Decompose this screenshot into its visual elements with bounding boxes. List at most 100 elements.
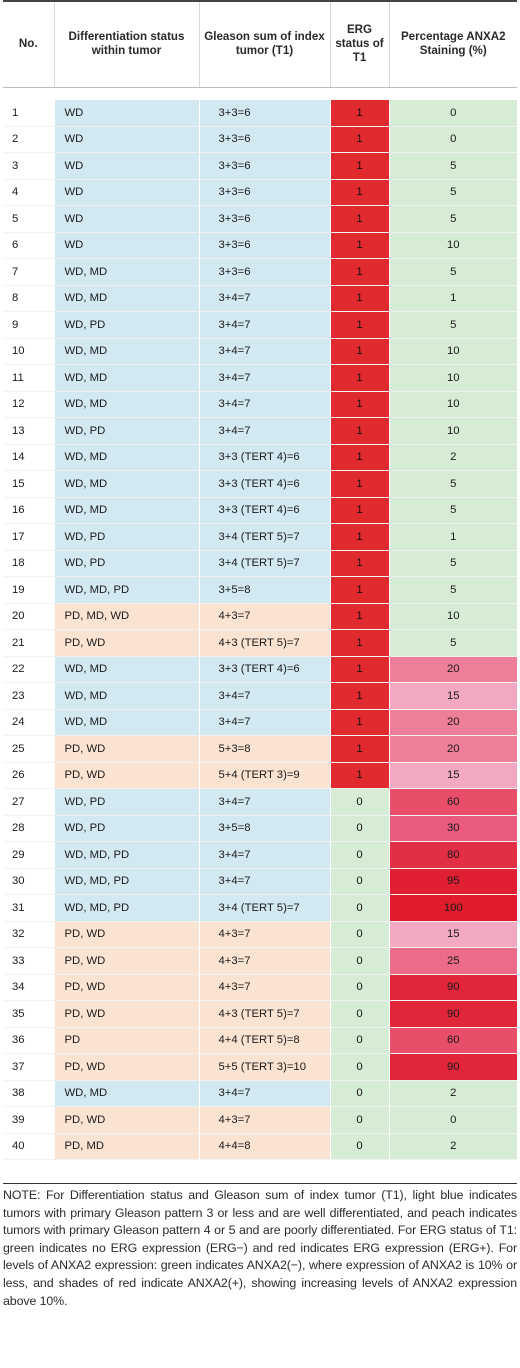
cell-gleason-sum: 4+3=7 [198,1106,330,1134]
cell-differentiation: PD, WD [53,762,199,789]
cell-differentiation: WD [53,232,199,259]
cell-anxa2-percentage: 0 [388,126,517,153]
table-row: 20 PD, MD, WD 4+3=7 1 10 [3,603,517,630]
cell-differentiation: WD, PD [53,550,199,577]
cell-no: 14 [3,444,54,471]
cell-gleason-sum: 4+3=7 [198,603,330,630]
cell-gleason-sum: 4+3=7 [198,921,330,948]
note-divider [3,1183,517,1184]
cell-gleason-sum: 3+4=7 [198,682,330,710]
header-no: No. [3,0,54,88]
cell-anxa2-percentage: 80 [388,841,517,869]
cell-no: 37 [3,1053,54,1081]
cell-erg-status: 0 [329,1080,389,1107]
cell-anxa2-percentage: 5 [388,152,517,180]
cell-anxa2-percentage: 60 [388,788,517,816]
cell-differentiation: WD [53,179,199,206]
cell-gleason-sum: 4+3 (TERT 5)=7 [198,1000,330,1028]
cell-gleason-sum: 4+3 (TERT 5)=7 [198,629,330,657]
cell-anxa2-percentage: 5 [388,179,517,206]
cell-no: 36 [3,1027,54,1054]
table-row: 40 PD, MD 4+4=8 0 2 [3,1133,517,1160]
cell-no: 29 [3,841,54,869]
cell-gleason-sum: 3+3=6 [198,205,330,233]
cell-erg-status: 0 [329,947,389,975]
cell-differentiation: WD, MD, PD [53,868,199,895]
cell-differentiation: WD, MD, PD [53,576,199,604]
cell-gleason-sum: 4+4 (TERT 5)=8 [198,1027,330,1054]
table-row: 30 WD, MD, PD 3+4=7 0 95 [3,868,517,895]
cell-differentiation: WD, PD [53,815,199,842]
cell-differentiation: PD, WD [53,921,199,948]
table-body: 1 WD 3+3=6 1 0 2 WD 3+3=6 1 0 3 WD 3+3=6 1 5 4 WD 3+3=6 1 5… [3,87,517,1160]
cell-erg-status: 1 [329,391,389,418]
cell-anxa2-percentage: 20 [388,709,517,736]
cell-no: 38 [3,1080,54,1107]
table-row: 16 WD, MD 3+3 (TERT 4)=6 1 5 [3,497,517,524]
header-differentiation: Differentiation status within tumor [53,0,199,88]
table-row: 38 WD, MD 3+4=7 0 2 [3,1080,517,1107]
cell-no: 12 [3,391,54,418]
header-erg-status: ERG status of T1 [329,0,389,88]
cell-no: 23 [3,682,54,710]
cell-no: 30 [3,868,54,895]
cell-erg-status: 1 [329,311,389,339]
table-note: NOTE: For Differentiation status and Gle… [3,1188,517,1308]
table-container: No. Differentiation status within tumor … [3,0,517,1160]
cell-anxa2-percentage: 10 [388,603,517,630]
cell-differentiation: PD, MD [53,1133,199,1160]
cell-gleason-sum: 3+3=6 [198,232,330,259]
table-row: 32 PD, WD 4+3=7 0 15 [3,921,517,948]
table-row: 14 WD, MD 3+3 (TERT 4)=6 1 2 [3,444,517,471]
cell-differentiation: PD, MD, WD [53,603,199,630]
cell-gleason-sum: 3+5=8 [198,815,330,842]
cell-differentiation: WD, MD, PD [53,894,199,922]
cell-differentiation: WD, MD [53,497,199,524]
table-row: 15 WD, MD 3+3 (TERT 4)=6 1 5 [3,470,517,498]
cell-gleason-sum: 3+3=6 [198,179,330,206]
cell-erg-status: 0 [329,1106,389,1134]
cell-erg-status: 1 [329,603,389,630]
cell-erg-status: 0 [329,841,389,869]
cell-gleason-sum: 3+3 (TERT 4)=6 [198,470,330,498]
cell-anxa2-percentage: 1 [388,523,517,551]
cell-erg-status: 1 [329,550,389,577]
table-row: 26 PD, WD 5+4 (TERT 3)=9 1 15 [3,762,517,789]
cell-erg-status: 0 [329,894,389,922]
anxa2-data-table: No. Differentiation status within tumor … [3,0,517,1160]
cell-no: 7 [3,258,54,286]
cell-anxa2-percentage: 5 [388,205,517,233]
cell-anxa2-percentage: 15 [388,762,517,789]
cell-differentiation: PD, WD [53,947,199,975]
cell-anxa2-percentage: 60 [388,1027,517,1054]
cell-erg-status: 1 [329,99,389,127]
cell-erg-status: 1 [329,656,389,683]
cell-gleason-sum: 3+4=7 [198,417,330,445]
cell-differentiation: PD, WD [53,735,199,763]
cell-differentiation: WD [53,152,199,180]
cell-gleason-sum: 3+4=7 [198,841,330,869]
table-row: 17 WD, PD 3+4 (TERT 5)=7 1 1 [3,523,517,551]
cell-no: 33 [3,947,54,975]
cell-differentiation: WD [53,205,199,233]
cell-differentiation: WD, MD [53,682,199,710]
cell-differentiation: PD, WD [53,1106,199,1134]
table-row: 12 WD, MD 3+4=7 1 10 [3,391,517,418]
cell-no: 26 [3,762,54,789]
cell-no: 35 [3,1000,54,1028]
header-gleason: Gleason sum of index tumor (T1) [198,0,330,88]
cell-anxa2-percentage: 10 [388,391,517,418]
cell-anxa2-percentage: 90 [388,974,517,1001]
cell-no: 15 [3,470,54,498]
cell-gleason-sum: 3+4=7 [198,868,330,895]
cell-differentiation: PD, WD [53,1000,199,1028]
cell-erg-status: 0 [329,1133,389,1160]
cell-differentiation: WD, MD [53,444,199,471]
cell-differentiation: PD, WD [53,974,199,1001]
table-row: 21 PD, WD 4+3 (TERT 5)=7 1 5 [3,629,517,657]
cell-no: 9 [3,311,54,339]
table-row: 35 PD, WD 4+3 (TERT 5)=7 0 90 [3,1000,517,1028]
cell-anxa2-percentage: 0 [388,99,517,127]
table-row: 24 WD, MD 3+4=7 1 20 [3,709,517,736]
cell-anxa2-percentage: 5 [388,311,517,339]
